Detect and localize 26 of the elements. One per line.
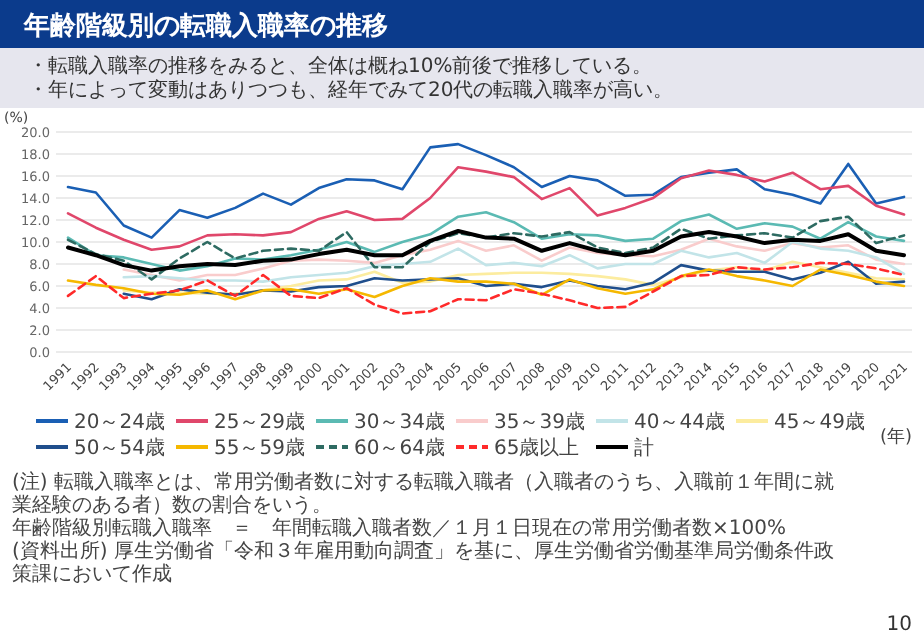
- line-series: [66, 215, 906, 281]
- line-series: [66, 165, 906, 251]
- legend-label: 25～29歳: [214, 410, 305, 434]
- line-series: [66, 268, 906, 301]
- chart-subtitle: ・転職入職率の推移をみると、全体は概ね10%前後で推移している。: [28, 54, 653, 78]
- legend-label: 40～44歳: [634, 410, 725, 434]
- line-series: [66, 261, 906, 315]
- legend-label: 20～24歳: [74, 410, 165, 434]
- text: ・年によって変動はありつつも、経年でみて20代の転職入職率が高い。: [28, 78, 674, 102]
- x-axis-title: (年): [880, 426, 913, 448]
- legend-label: 45～49歳: [774, 410, 865, 434]
- legend-label: 65歳以上: [494, 436, 580, 460]
- legend-label: 60～64歳: [354, 436, 445, 460]
- legend-label: 55～59歳: [214, 436, 305, 460]
- legend-label: 35～39歳: [494, 410, 585, 434]
- line-series: [66, 229, 906, 273]
- legend-label: 計: [634, 436, 654, 460]
- legend-label: 50～54歳: [74, 436, 165, 460]
- text: (資料出所) 厚生労働省「令和３年雇用動向調査」を基に、厚生労働省労働基準局労働条件政策課において作成: [12, 539, 834, 586]
- text: (注) 転職入職率とは、常用労働者数に対する転職入職者（入職者のうち、入職前１年間に就業経験のある者）数の割合をいう。: [12, 470, 834, 517]
- text: 10: [886, 614, 912, 636]
- chart-title: 年齢階級別の転職入職率の推移: [22, 10, 388, 42]
- line-series: [66, 142, 906, 239]
- text: 年齢階級別転職入職率 ＝ 年間転職入職者数／１月１日現在の常用労働者数×100%: [12, 516, 786, 540]
- legend-label: 30～34歳: [354, 410, 445, 434]
- line-series: [66, 211, 906, 272]
